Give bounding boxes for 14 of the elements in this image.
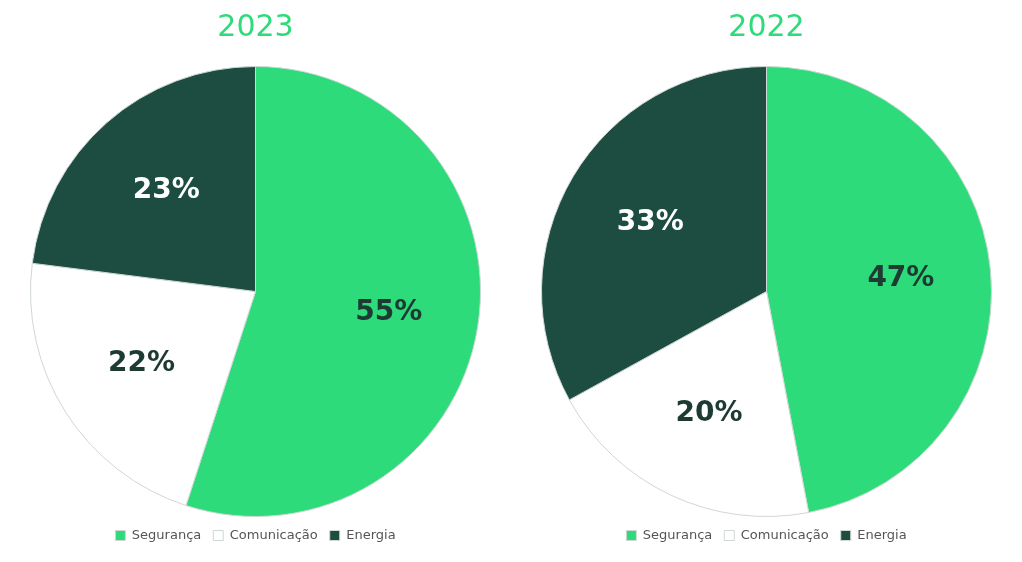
data-label: 47% bbox=[867, 260, 935, 294]
legend-label: Energia bbox=[346, 526, 396, 542]
chart-title: 2023 bbox=[217, 7, 294, 43]
data-label: 20% bbox=[675, 394, 743, 428]
chart-title: 2022 bbox=[728, 7, 805, 43]
legend-label: Segurança bbox=[642, 526, 713, 542]
legend-label: Segurança bbox=[131, 526, 202, 542]
legend-label: Energia bbox=[857, 526, 907, 542]
data-label: 23% bbox=[132, 171, 200, 205]
data-label: 33% bbox=[616, 204, 684, 238]
data-label: 55% bbox=[355, 293, 423, 327]
legend-label: Comunicação bbox=[740, 526, 829, 542]
data-label: 22% bbox=[108, 345, 176, 379]
legend-label: Comunicação bbox=[229, 526, 318, 542]
